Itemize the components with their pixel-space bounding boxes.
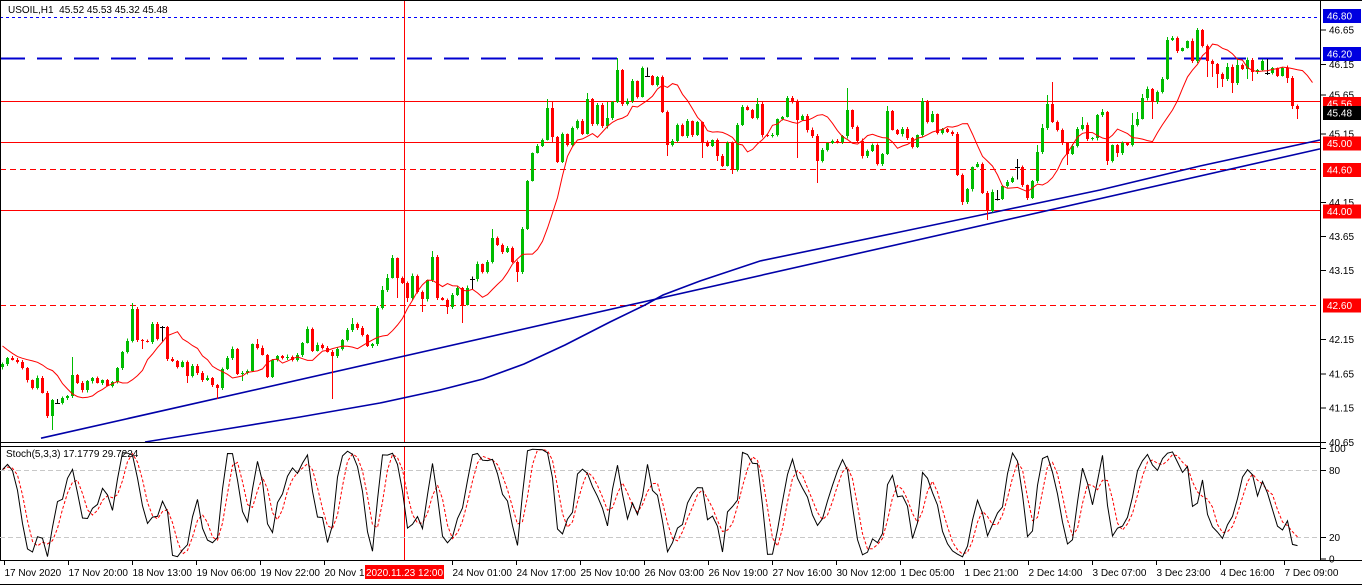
svg-text:42.15: 42.15 — [1329, 335, 1354, 346]
svg-text:19 Nov 06:00: 19 Nov 06:00 — [197, 568, 257, 579]
svg-text:2 Dec 14:00: 2 Dec 14:00 — [1029, 568, 1083, 579]
svg-text:45.00: 45.00 — [1327, 139, 1352, 150]
svg-text:46.15: 46.15 — [1329, 60, 1354, 71]
svg-text:26 Nov 03:00: 26 Nov 03:00 — [645, 568, 705, 579]
svg-text:45.56: 45.56 — [1327, 100, 1352, 111]
svg-text:80: 80 — [1329, 466, 1341, 477]
svg-text:25 Nov 10:00: 25 Nov 10:00 — [581, 568, 641, 579]
svg-text:40.65: 40.65 — [1329, 438, 1354, 449]
svg-text:3 Dec 07:00: 3 Dec 07:00 — [1093, 568, 1147, 579]
svg-text:2020.11.23 12:00: 2020.11.23 12:00 — [366, 568, 444, 579]
svg-text:41.65: 41.65 — [1329, 370, 1354, 381]
svg-text:45.48: 45.48 — [1327, 109, 1352, 120]
svg-text:1 Dec 05:00: 1 Dec 05:00 — [901, 568, 955, 579]
svg-text:20 Nov 15:00: 20 Nov 15:00 — [325, 568, 385, 579]
svg-text:45.15: 45.15 — [1329, 130, 1354, 141]
svg-text:3 Dec 23:00: 3 Dec 23:00 — [1157, 568, 1211, 579]
svg-text:27 Nov 16:00: 27 Nov 16:00 — [773, 568, 833, 579]
svg-text:USOIL,H1 45.52 45.53 45.32 45: USOIL,H1 45.52 45.53 45.32 45.48 — [8, 5, 168, 16]
svg-text:41.15: 41.15 — [1329, 404, 1354, 415]
svg-text:46.20: 46.20 — [1327, 50, 1352, 61]
svg-text:4 Dec 16:00: 4 Dec 16:00 — [1221, 568, 1275, 579]
svg-text:43.15: 43.15 — [1329, 266, 1354, 277]
svg-text:100: 100 — [1329, 444, 1346, 455]
svg-text:46.80: 46.80 — [1327, 12, 1352, 23]
svg-text:17 Nov 2020: 17 Nov 2020 — [5, 568, 62, 579]
svg-text:18 Nov 13:00: 18 Nov 13:00 — [133, 568, 193, 579]
svg-text:20: 20 — [1329, 533, 1341, 544]
svg-text:24 Nov 01:00: 24 Nov 01:00 — [453, 568, 513, 579]
svg-text:Stoch(5,3,3) 17.1779 29.7224: Stoch(5,3,3) 17.1779 29.7224 — [6, 449, 139, 460]
svg-text:17 Nov 20:00: 17 Nov 20:00 — [69, 568, 129, 579]
svg-text:0: 0 — [1329, 555, 1335, 566]
svg-text:44.15: 44.15 — [1329, 198, 1354, 209]
svg-text:43.65: 43.65 — [1329, 232, 1354, 243]
svg-text:44.60: 44.60 — [1327, 166, 1352, 177]
svg-text:42.60: 42.60 — [1327, 301, 1352, 312]
svg-text:19 Nov 22:00: 19 Nov 22:00 — [261, 568, 321, 579]
svg-text:7 Dec 09:00: 7 Dec 09:00 — [1285, 568, 1339, 579]
svg-text:46.65: 46.65 — [1329, 26, 1354, 37]
svg-text:45.65: 45.65 — [1329, 91, 1354, 102]
svg-text:24 Nov 17:00: 24 Nov 17:00 — [517, 568, 577, 579]
svg-text:1 Dec 21:00: 1 Dec 21:00 — [965, 568, 1019, 579]
svg-text:44.00: 44.00 — [1327, 207, 1352, 218]
svg-text:26 Nov 19:00: 26 Nov 19:00 — [709, 568, 769, 579]
svg-text:30 Nov 12:00: 30 Nov 12:00 — [837, 568, 897, 579]
